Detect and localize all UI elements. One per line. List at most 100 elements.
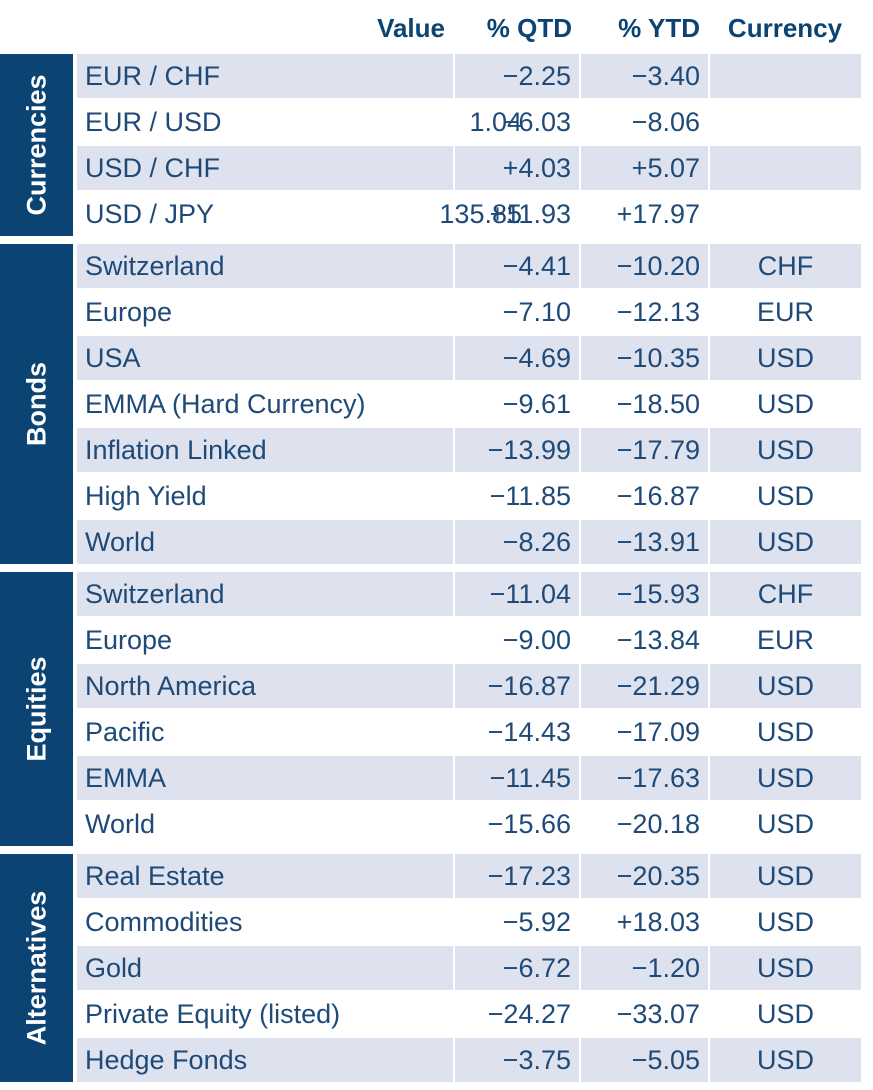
table-row: Commodities −5.92 +18.03 USD xyxy=(77,900,873,944)
row-ytd-cell: −17.63 xyxy=(581,756,708,800)
row-ytd-cell: −13.84 xyxy=(616,625,700,655)
row-name-cell: Switzerland xyxy=(77,572,453,616)
row-currency-cell: USD xyxy=(710,664,861,708)
row-currency-cell: USD xyxy=(756,717,814,747)
row-currency-cell xyxy=(710,146,861,190)
group-label-text: Equities xyxy=(21,656,51,762)
row-name-cell: Switzerland xyxy=(77,244,453,288)
row-name-cell: EUR / USD xyxy=(85,107,222,137)
row-name-cell: Commodities xyxy=(85,907,243,937)
row-qtd-cell: −11.45 xyxy=(455,756,579,800)
row-qtd-cell: +4.03 xyxy=(455,146,579,190)
row-name-cell: Private Equity (listed) xyxy=(85,999,341,1029)
table-row: EMMA (Hard Currency) −9.61 −18.50 USD xyxy=(77,382,873,426)
table-row: Switzerland −4.41 −10.20 CHF xyxy=(77,244,873,288)
row-ytd-cell: −8.06 xyxy=(631,107,700,137)
table-row: Real Estate −17.23 −20.35 USD xyxy=(77,854,873,898)
table-header: Value % QTD % YTD Currency xyxy=(0,0,873,54)
group-label: Bonds xyxy=(0,244,73,564)
row-name-cell: Europe xyxy=(85,297,173,327)
row-name-cell: USD / CHF xyxy=(77,146,453,190)
row-ytd-cell: −15.93 xyxy=(581,572,708,616)
row-name-cell: High Yield xyxy=(85,481,207,511)
row-currency-cell: USD xyxy=(710,756,861,800)
row-ytd-cell: −16.87 xyxy=(616,481,700,511)
table-row: EUR / CHF1.00−2.25−3.40 xyxy=(77,54,873,98)
row-currency-cell: CHF xyxy=(710,244,861,288)
row-qtd-cell: −4.41 xyxy=(455,244,579,288)
header-qtd: % QTD xyxy=(486,13,572,43)
row-qtd-cell: −4.69 xyxy=(455,336,579,380)
row-name-cell: Gold xyxy=(77,946,453,990)
table-row: Pacific −14.43 −17.09 USD xyxy=(77,710,873,754)
group-label-text: Alternatives xyxy=(21,890,51,1046)
row-currency-cell: USD xyxy=(710,428,861,472)
header-ytd: % YTD xyxy=(618,13,700,43)
table-row: Gold −6.72 −1.20 USD xyxy=(77,946,873,990)
row-name-cell: EMMA xyxy=(77,756,453,800)
row-qtd-cell: −15.66 xyxy=(487,809,571,839)
row-currency-cell: EUR xyxy=(756,625,814,655)
group-label-text: Bonds xyxy=(21,362,51,446)
table-row: Switzerland −11.04 −15.93 CHF xyxy=(77,572,873,616)
table-row: USD / CHF0.95+4.03+5.07 xyxy=(77,146,873,190)
group-label: Currencies xyxy=(0,54,73,236)
header-value: Value xyxy=(377,13,445,43)
row-ytd-cell: −33.07 xyxy=(616,999,700,1029)
row-currency-cell: USD xyxy=(756,389,814,419)
row-ytd-cell: +17.97 xyxy=(616,199,700,229)
table-group: Bonds Switzerland −4.41 −10.20 CHF Europe −7.1… xyxy=(0,244,873,564)
row-qtd-cell: −16.87 xyxy=(455,664,579,708)
table-group: Alternatives Real Estate −17.23 −20.35 USD Co… xyxy=(0,854,873,1082)
table-row: North America −16.87 −21.29 USD xyxy=(77,664,873,708)
row-qtd-cell: −9.61 xyxy=(502,389,571,419)
row-currency-cell: CHF xyxy=(710,572,861,616)
row-name-cell: Hedge Fonds xyxy=(77,1038,453,1082)
row-ytd-cell: −5.05 xyxy=(581,1038,708,1082)
row-ytd-cell: −1.20 xyxy=(581,946,708,990)
row-name-cell: World xyxy=(85,809,156,839)
row-currency-cell: USD xyxy=(710,520,861,564)
row-name-cell: USD / JPY xyxy=(85,199,215,229)
row-currency-cell: EUR xyxy=(756,297,814,327)
row-currency-cell: USD xyxy=(710,946,861,990)
row-name-cell: North America xyxy=(77,664,453,708)
row-currency-cell: USD xyxy=(710,336,861,380)
row-qtd-cell: −6.72 xyxy=(455,946,579,990)
row-name-cell: USA xyxy=(77,336,453,380)
row-currency-cell: USD xyxy=(756,907,814,937)
row-qtd-cell: −24.27 xyxy=(487,999,571,1029)
row-qtd-cell: −2.25 xyxy=(455,54,579,98)
row-qtd-cell: +11.93 xyxy=(489,199,571,229)
header-currency: Currency xyxy=(727,13,843,43)
row-qtd-cell: −7.10 xyxy=(502,297,571,327)
row-qtd-cell: −8.26 xyxy=(455,520,579,564)
row-ytd-cell: −17.79 xyxy=(581,428,708,472)
row-ytd-cell: −20.35 xyxy=(581,854,708,898)
row-ytd-cell: −20.18 xyxy=(616,809,700,839)
table-group: Equities Switzerland −11.04 −15.93 CHF Europe… xyxy=(0,572,873,846)
row-currency-cell xyxy=(710,192,861,236)
row-name-cell: Inflation Linked xyxy=(77,428,453,472)
row-ytd-cell: −17.09 xyxy=(616,717,700,747)
table-row: Europe −7.10 −12.13 EUR xyxy=(77,290,873,334)
table-row: EMMA −11.45 −17.63 USD xyxy=(77,756,873,800)
row-qtd-cell: −13.99 xyxy=(455,428,579,472)
row-name-cell: Europe xyxy=(85,625,173,655)
row-ytd-cell: −12.13 xyxy=(616,297,700,327)
row-currency-cell: USD xyxy=(710,854,861,898)
group-label: Equities xyxy=(0,572,73,846)
table-row: High Yield −11.85 −16.87 USD xyxy=(77,474,873,518)
row-ytd-cell: +18.03 xyxy=(616,907,700,937)
row-ytd-cell: −10.20 xyxy=(581,244,708,288)
row-ytd-cell: +5.07 xyxy=(581,146,708,190)
row-value-cell: 1.04 xyxy=(469,107,522,137)
table-row: Private Equity (listed) −24.27 −33.07 USD xyxy=(77,992,873,1036)
row-currency-cell: USD xyxy=(710,1038,861,1082)
row-currency-cell xyxy=(710,54,861,98)
table-row: EUR / USD 1.04 −6.03 −8.06 xyxy=(77,100,873,144)
row-qtd-cell: −5.92 xyxy=(502,907,571,937)
row-ytd-cell: −13.91 xyxy=(581,520,708,564)
